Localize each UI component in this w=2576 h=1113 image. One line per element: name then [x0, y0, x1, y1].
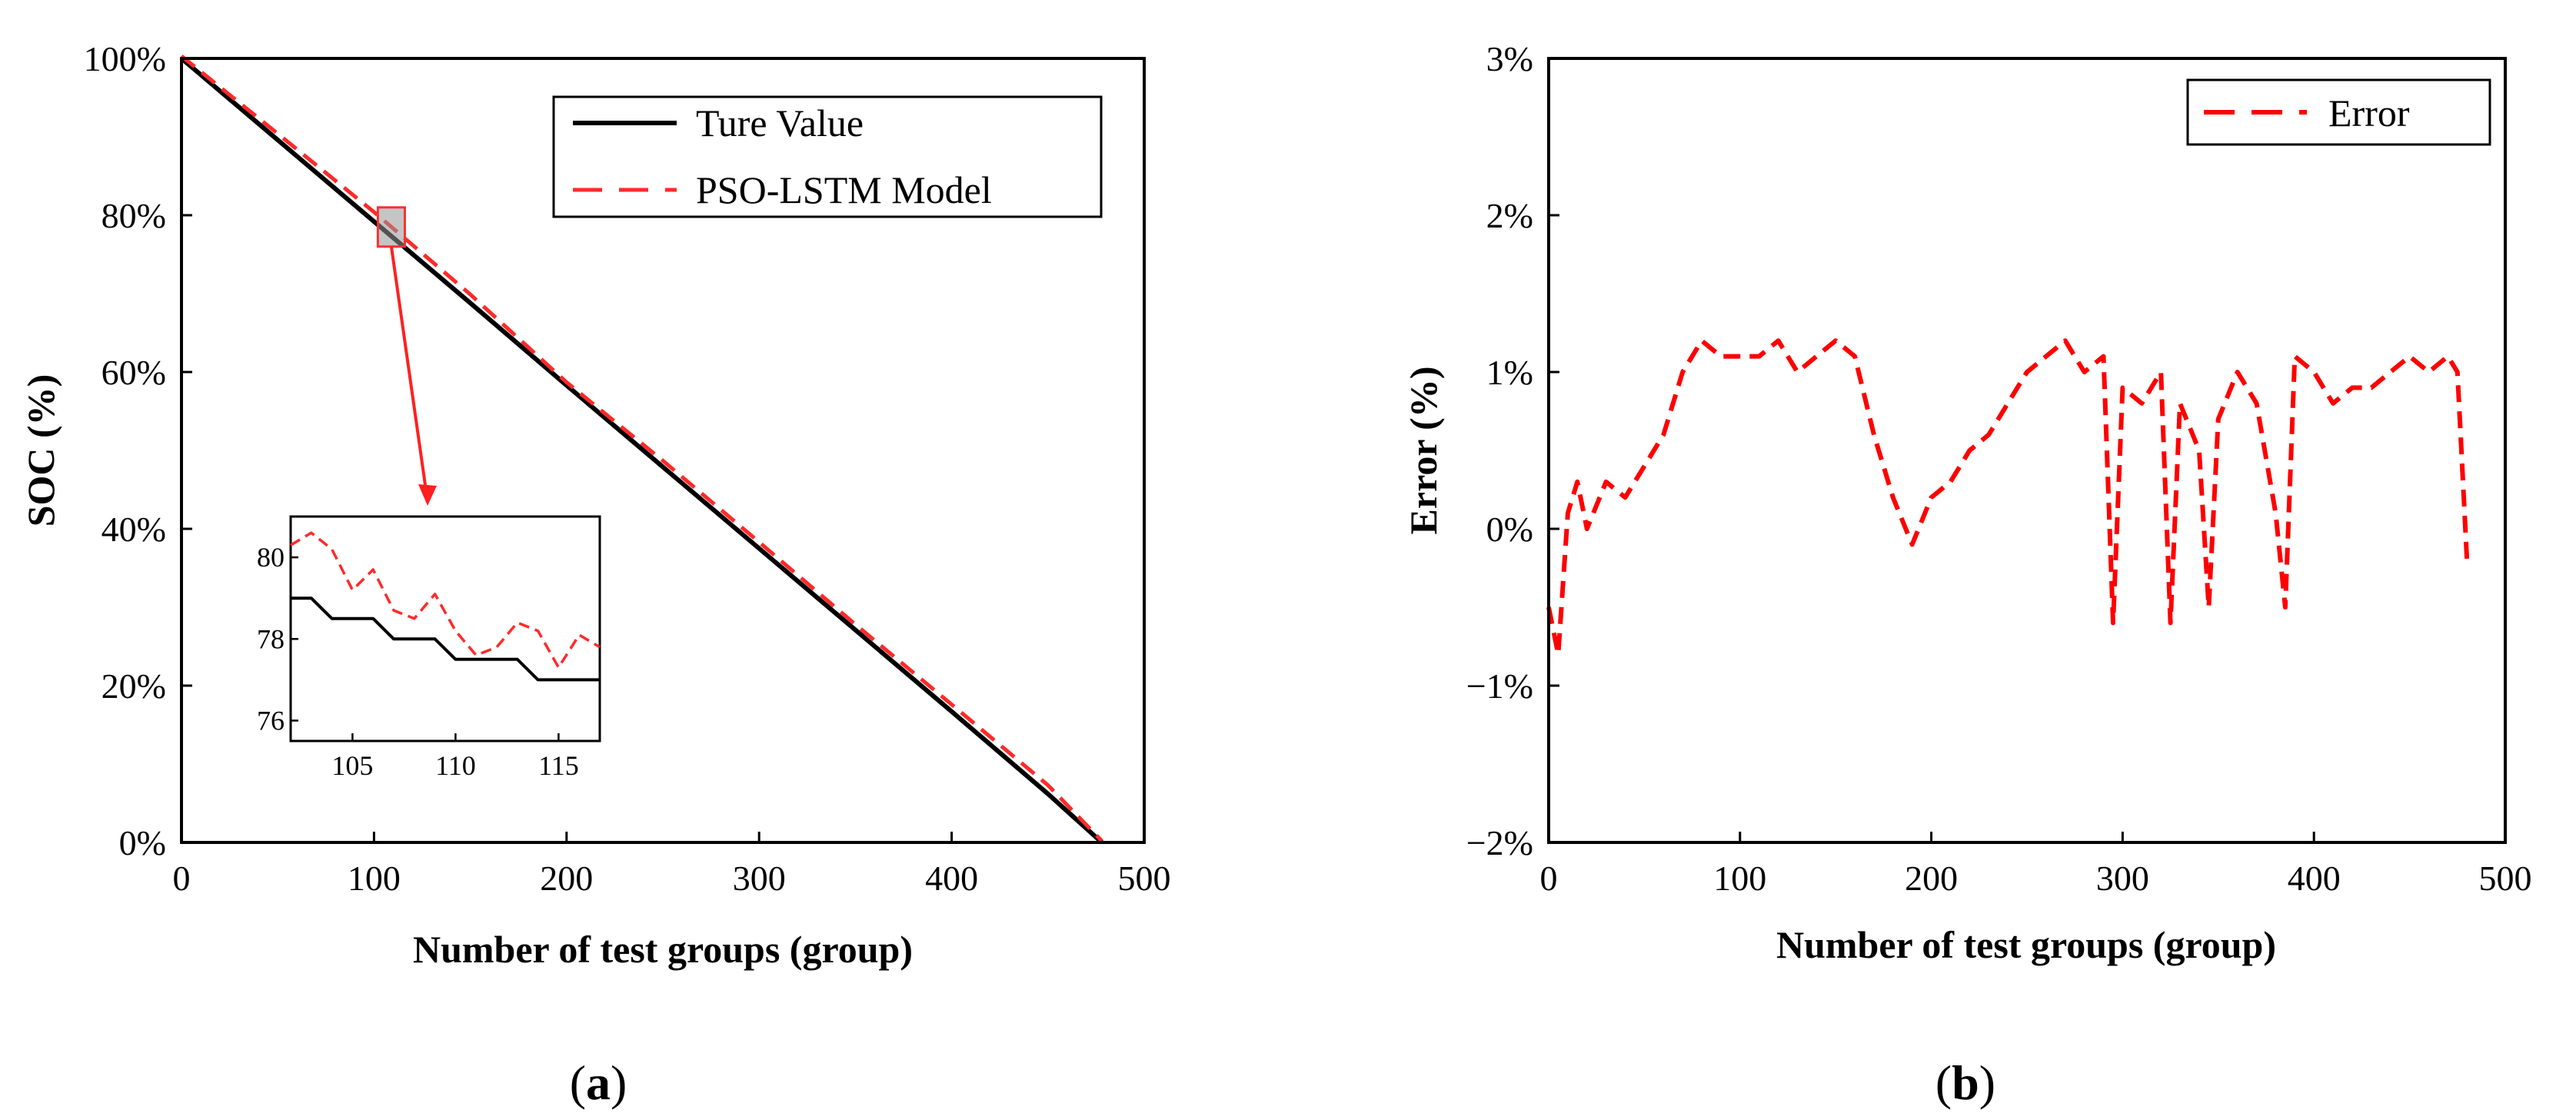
y-tick-label: 2% — [1486, 196, 1533, 235]
chart-a-ylabel: SOC (%) — [19, 374, 62, 527]
series-true-value-line — [180, 56, 1103, 845]
zoom-highlight-box — [376, 206, 406, 248]
inset-x-tick-label: 105 — [331, 750, 373, 781]
y-tick-label: 100% — [84, 39, 166, 78]
chart-a-xlabel: Number of test groups (group) — [413, 928, 913, 971]
chart-a-zoom-highlight — [376, 206, 437, 506]
x-tick-label: 400 — [925, 859, 978, 898]
panel-b-caption: (b) — [1935, 1055, 1995, 1110]
zoom-arrow-head — [418, 484, 437, 506]
chart-b-tick-labels: 0 100 200 300 400 500 −2% −1% 0% 1% 2% 3% — [1466, 39, 2532, 898]
x-tick-label: 300 — [733, 859, 786, 898]
chart-b-legend: Error — [2186, 78, 2491, 146]
inset-x-tick-label: 110 — [435, 750, 476, 781]
x-tick-label: 0 — [173, 859, 191, 898]
y-tick-label: 40% — [102, 510, 166, 549]
y-tick-label: 0% — [1486, 510, 1533, 549]
y-tick-label: 0% — [119, 823, 166, 862]
legend-a-frame — [552, 95, 1103, 218]
inset-series — [290, 531, 601, 682]
series-error-line — [1546, 338, 2470, 657]
x-tick-label: 500 — [2479, 859, 2532, 898]
y-tick-label: 1% — [1486, 353, 1533, 392]
y-tick-label: −2% — [1466, 823, 1533, 862]
inset-y-tick-label: 78 — [257, 623, 285, 654]
y-tick-label: 60% — [102, 353, 166, 392]
x-tick-label: 200 — [540, 859, 593, 898]
legend-a-label-model: PSO-LSTM Model — [696, 168, 992, 211]
y-tick-label: 20% — [102, 666, 166, 706]
inset-ticks: 105 110 115 76 78 80 — [257, 542, 579, 781]
y-tick-label: −1% — [1466, 666, 1533, 706]
chart-a: 0 100 200 300 400 500 0% 20% 40% 60% 80% 100% 105 11… — [19, 39, 1171, 1110]
chart-b-ylabel: Error (%) — [1402, 367, 1445, 535]
inset-y-tick-label: 76 — [257, 705, 285, 736]
panel-a-letter: a — [586, 1055, 611, 1110]
y-tick-label: 80% — [102, 196, 166, 235]
legend-b-label-error: Error — [2328, 91, 2410, 135]
inset-pso-lstm-line — [290, 531, 601, 669]
inset-frame — [289, 515, 601, 743]
panel-b-letter: b — [1952, 1055, 1979, 1110]
panel-a-close-paren: ) — [611, 1055, 627, 1110]
x-tick-label: 300 — [2096, 859, 2149, 898]
inset-x-tick-label: 115 — [538, 750, 579, 781]
chart-a-series — [180, 54, 1103, 845]
inset-true-value-line — [291, 596, 600, 682]
chart-a-plot-frame — [180, 57, 1146, 844]
chart-a-legend: Ture Value PSO-LSTM Model — [552, 95, 1103, 218]
chart-b-series — [1546, 338, 2470, 657]
chart-a-ticks — [180, 57, 1146, 844]
zoom-arrow-line — [389, 246, 429, 502]
x-tick-label: 100 — [348, 859, 401, 898]
x-tick-label: 0 — [1540, 859, 1558, 898]
series-pso-lstm-line — [180, 54, 1103, 842]
legend-b-frame — [2186, 78, 2491, 146]
legend-a-label-true: Ture Value — [696, 101, 864, 145]
chart-b-xlabel: Number of test groups (group) — [1776, 923, 2276, 966]
x-tick-label: 500 — [1118, 859, 1171, 898]
panel-b-open-paren: ( — [1935, 1055, 1952, 1110]
chart-b: 0 100 200 300 400 500 −2% −1% 0% 1% 2% 3% Error Num… — [1402, 39, 2532, 1110]
x-tick-label: 100 — [1713, 859, 1766, 898]
x-tick-label: 400 — [2288, 859, 2341, 898]
y-tick-label: 3% — [1486, 39, 1533, 78]
inset-y-tick-label: 80 — [257, 542, 285, 573]
panel-a-open-paren: ( — [570, 1055, 586, 1110]
panel-a-caption: (a) — [570, 1055, 627, 1110]
chart-a-inset: 105 110 115 76 78 80 — [257, 515, 601, 781]
x-tick-label: 200 — [1905, 859, 1958, 898]
chart-b-plot-frame — [1547, 57, 2507, 844]
panel-b-close-paren: ) — [1979, 1055, 1995, 1110]
chart-a-tick-labels: 0 100 200 300 400 500 0% 20% 40% 60% 80% 100% — [84, 39, 1171, 898]
